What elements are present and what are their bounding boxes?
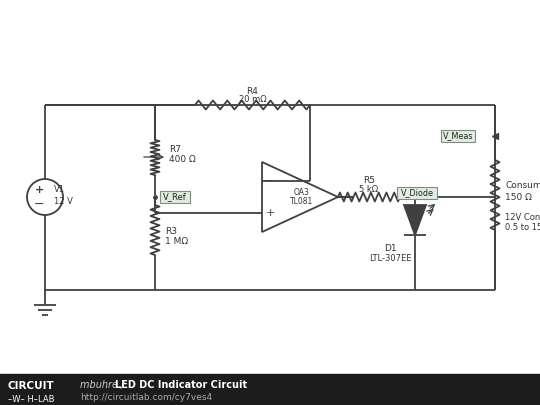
Text: mbuhre /: mbuhre / — [80, 380, 127, 390]
Text: 12V Consumer: 12V Consumer — [505, 213, 540, 222]
Text: 20 mΩ: 20 mΩ — [239, 95, 266, 104]
Text: +: + — [35, 185, 44, 195]
Text: 5 kΩ: 5 kΩ — [360, 185, 379, 194]
FancyBboxPatch shape — [160, 191, 190, 203]
Text: R3: R3 — [165, 228, 177, 237]
Text: TL081: TL081 — [291, 197, 314, 206]
FancyBboxPatch shape — [397, 187, 437, 199]
Text: –W– H–LAB: –W– H–LAB — [8, 394, 55, 403]
Text: −: − — [33, 198, 44, 211]
FancyBboxPatch shape — [441, 130, 475, 142]
Text: CIRCUIT: CIRCUIT — [8, 381, 55, 391]
Text: R4: R4 — [247, 87, 259, 96]
Text: LTL-307EE: LTL-307EE — [369, 254, 411, 263]
Text: R7: R7 — [169, 145, 181, 154]
Text: V_Diode: V_Diode — [401, 188, 434, 198]
Text: V_Ref: V_Ref — [163, 192, 187, 202]
Text: http://circuitlab.com/cy7ves4: http://circuitlab.com/cy7ves4 — [80, 392, 212, 401]
Text: 1 MΩ: 1 MΩ — [165, 237, 188, 247]
Polygon shape — [404, 205, 426, 235]
Text: 0.5 to 150 Ohm: 0.5 to 150 Ohm — [505, 224, 540, 232]
Text: V_Meas: V_Meas — [443, 132, 473, 141]
Text: Consumer: Consumer — [505, 181, 540, 190]
Text: −: − — [265, 176, 275, 186]
Text: +: + — [265, 208, 275, 218]
Text: OA3: OA3 — [294, 188, 310, 197]
Text: D1: D1 — [384, 244, 396, 253]
Text: LED DC Indicator Circuit: LED DC Indicator Circuit — [115, 380, 247, 390]
Text: 400 Ω: 400 Ω — [169, 156, 195, 164]
Text: 12 V: 12 V — [54, 198, 73, 207]
Text: 150 Ω: 150 Ω — [505, 194, 532, 202]
Bar — [0, 374, 540, 405]
Text: R5: R5 — [363, 176, 375, 185]
Text: V1: V1 — [54, 185, 65, 194]
